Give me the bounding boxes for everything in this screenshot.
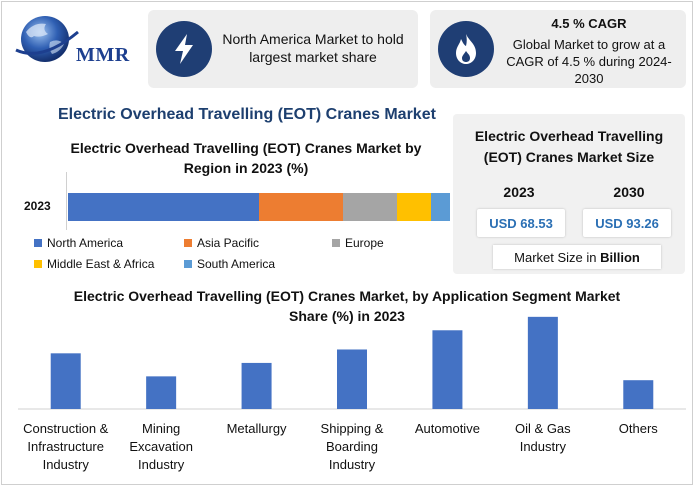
cagr-text: Global Market to grow at a CAGR of 4.5 %… [506,37,672,86]
north-america-callout: North America Market to hold largest mar… [148,10,418,88]
unit-prefix: Market Size in [514,249,601,265]
market-size-2030-value: USD 93.26 [583,209,671,237]
legend-swatch [184,239,192,247]
lightning-icon [156,21,212,77]
region-stacked-bar [68,193,450,221]
legend-swatch [34,239,42,247]
application-bar [337,349,367,409]
category-tick-label: Oil & Gas Industry [515,421,571,454]
legend-item: North America [34,236,123,250]
application-bar [623,380,654,409]
legend-swatch [184,260,192,268]
legend-item: Asia Pacific [184,236,259,250]
legend-item: Middle East & Africa [34,257,154,271]
callout-text: North America Market to hold largest mar… [222,31,404,65]
legend-label: Europe [345,236,384,250]
category-tick-label: Construction & Infrastructure Industry [23,421,109,472]
region-segment-europe [343,193,397,221]
year-2030-label: 2030 [613,184,645,200]
legend-item: South America [184,257,275,271]
region-chart-axis [66,172,67,230]
application-bar [241,362,272,409]
legend-label: South America [197,257,276,271]
region-segment-north-america [68,193,259,221]
logo-text: MMR [76,44,130,66]
application-bar [527,316,558,409]
cagr-title: 4.5 % CAGR [551,16,627,31]
region-segment-asia-pacific [259,193,344,221]
market-size-panel: Electric Overhead Travelling (EOT) Crane… [453,114,685,274]
market-size-2023-value: USD 68.53 [477,209,565,237]
market-size-unit: Market Size in Billion [493,245,661,269]
application-bar [50,353,81,409]
application-bar [432,330,463,409]
application-chart-title: Electric Overhead Travelling (EOT) Crane… [73,288,621,324]
legend-swatch [332,239,340,247]
year-2023-label: 2023 [503,184,535,200]
cagr-callout: 4.5 % CAGR Global Market to grow at a CA… [430,10,686,88]
mmr-logo: MMR [12,10,142,66]
legend-label: Asia Pacific [197,236,260,250]
category-tick-label: Others [619,421,659,436]
category-tick-label: Shipping & Boarding Industry [321,421,384,472]
market-size-title: Electric Overhead Travelling (EOT) Crane… [474,128,664,165]
category-tick-label: Automotive [415,421,480,436]
legend-label: North America [47,236,124,250]
region-segment-south-america [430,193,450,221]
region-chart-category-label: 2023 [24,199,51,213]
legend-swatch [34,260,42,268]
legend-item: Europe [332,236,384,250]
application-bar-chart: Construction & Infrastructure Industry Mini… [18,316,686,472]
region-chart-title: Electric Overhead Travelling (EOT) Crane… [70,140,422,176]
category-tick-label: Metallurgy [227,421,287,436]
flame-icon [438,21,494,77]
page-title: Electric Overhead Travelling (EOT) Crane… [58,106,436,123]
unit-bold: Billion [600,249,640,265]
application-bar [146,376,177,409]
legend-label: Middle East & Africa [47,257,155,271]
region-segment-middle-east-africa [396,193,431,221]
category-tick-label: Mining Excavation Industry [129,421,193,472]
globe-icon [15,16,79,62]
